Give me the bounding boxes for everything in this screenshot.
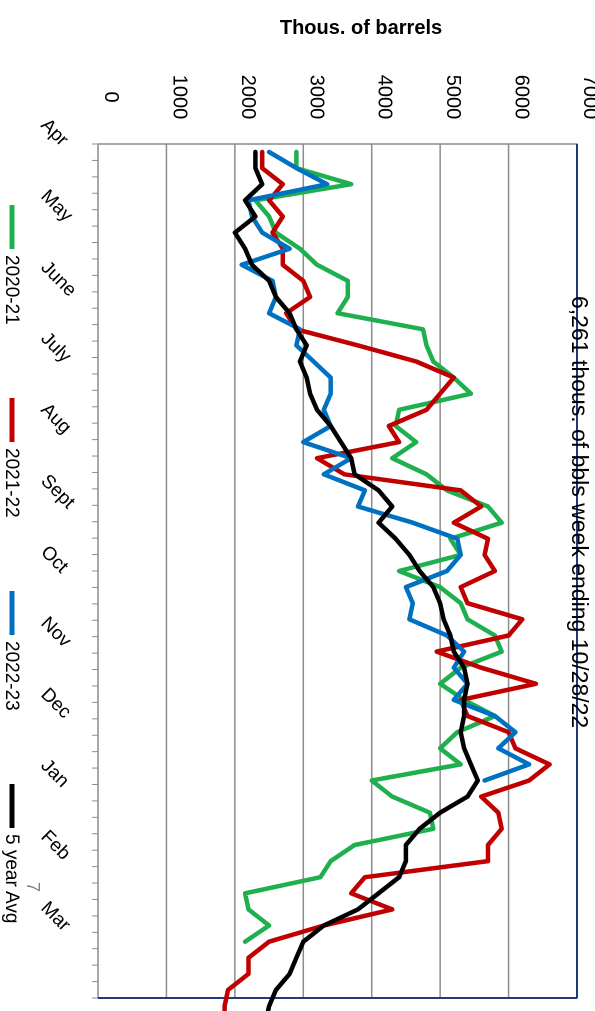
x-tick-label: Sept	[36, 471, 79, 514]
series-line	[239, 149, 532, 783]
legend: 2020-21 2021-22 2022-23 5 year Avg	[1, 205, 22, 923]
series-line	[232, 149, 481, 1011]
y-axis-title: Thous. of barrels	[280, 17, 442, 39]
latest-week-annotation: 6,261 thous. of bbls week ending 10/28/2…	[567, 296, 593, 728]
y-tick-label: 0	[100, 91, 122, 102]
plot-border	[97, 143, 578, 999]
x-tick-label: Apr	[36, 115, 72, 151]
y-tick-label: 1000	[168, 75, 190, 120]
x-tick-label: Jan	[36, 755, 73, 792]
y-tick-label: 7000	[579, 75, 595, 120]
y-tick-label: 6000	[511, 75, 533, 120]
y-tick-label: 2000	[237, 75, 259, 120]
x-tick-label: May	[36, 186, 77, 227]
x-tick-label: Oct	[36, 542, 72, 578]
series-line	[242, 149, 504, 944]
x-tick-label: Mar	[36, 898, 74, 936]
legend-label: 2020-21	[1, 255, 22, 325]
x-tick-label: Dec	[36, 684, 75, 723]
y-tick-label: 3000	[305, 75, 327, 120]
legend-label: 2022-23	[1, 641, 22, 711]
x-tick-label: Aug	[36, 399, 75, 438]
page-number: 7	[23, 882, 43, 892]
y-tick-label: 5000	[442, 75, 464, 120]
x-tick-label: June	[36, 257, 80, 301]
x-tick-label: July	[36, 328, 75, 367]
x-tick-label: Nov	[36, 613, 75, 652]
legend-label: 5 year Avg	[1, 834, 22, 923]
x-tick-label: Feb	[36, 826, 74, 864]
series-line	[222, 149, 552, 1011]
plot-area: 0 1000 2000 3000 4000 5000 6000 7000 Apr May June J…	[36, 75, 595, 1011]
y-tick-label: 4000	[374, 75, 396, 120]
legend-label: 2021-22	[1, 448, 22, 518]
